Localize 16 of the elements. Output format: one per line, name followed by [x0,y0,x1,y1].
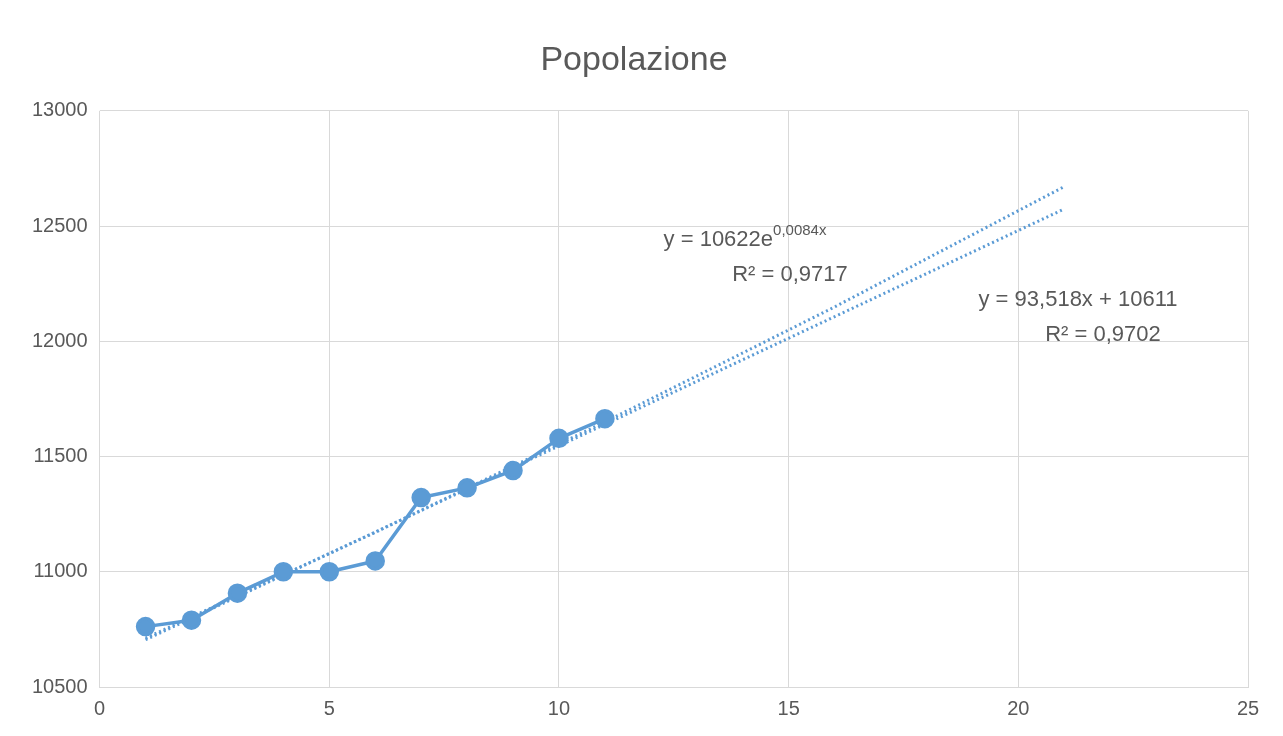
chart-title: Popolazione [540,38,728,77]
y-tick-label: 12000 [31,328,88,351]
y-tick-label: 13000 [31,98,88,121]
annotation: R² = 0,9702 [1045,321,1161,347]
x-tick-label: 25 [1236,696,1260,719]
annotation: y = 93,518x + 10611 [978,286,1178,312]
annotation: R² = 0,9717 [732,261,848,287]
y-tick-label: 11500 [33,444,88,467]
y-tick-label: 10500 [31,674,88,697]
x-tick-label: 5 [323,696,335,719]
x-tick-label: 10 [547,696,571,719]
x-tick-label: 20 [1007,696,1030,719]
y-tick-label: 12500 [31,213,88,236]
x-tick-label: 0 [94,696,106,719]
y-tick-label: 11000 [33,559,88,582]
x-tick-label: 15 [777,696,800,719]
